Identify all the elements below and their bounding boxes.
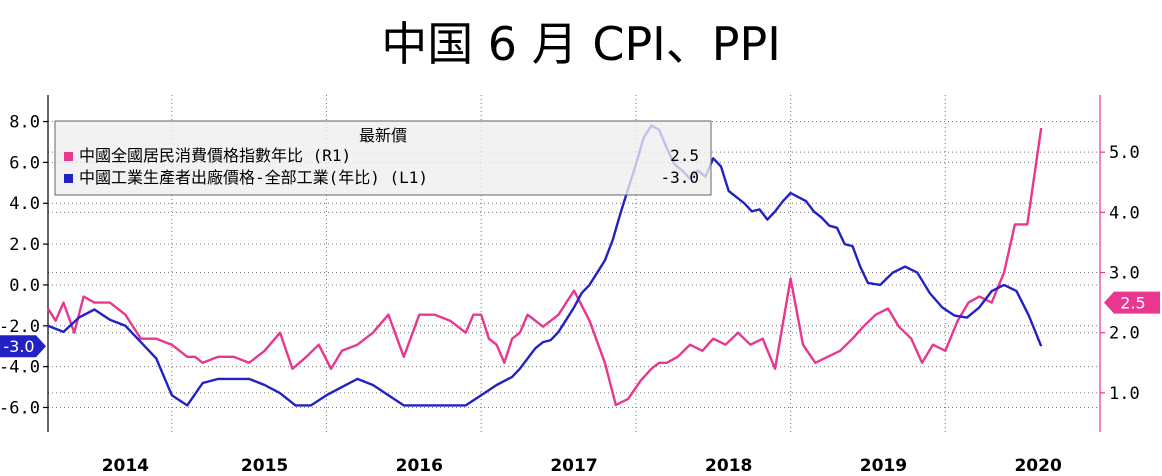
x-axis-year-label: 2015 — [241, 456, 288, 476]
right-axis-tick-label: 2.0 — [1109, 324, 1140, 344]
cpi-last-value-label: 2.5 — [1120, 294, 1145, 313]
cpi-series-line — [46, 127, 1043, 407]
x-axis-year-label: 2019 — [860, 456, 907, 476]
legend-header: 最新價 — [359, 126, 407, 145]
cpi-last-value-badge — [1104, 291, 1160, 314]
legend-swatch — [64, 174, 73, 183]
x-axis-year-label: 2018 — [705, 456, 752, 476]
legend-entry-value: 2.5 — [670, 146, 699, 165]
right-axis-tick-label: 1.0 — [1109, 384, 1140, 404]
legend-entry-label: 中國全國居民消費價格指數年比 (R1) — [79, 146, 351, 165]
left-axis-tick-label: 4.0 — [9, 194, 40, 214]
chart-title: 中国 6 月 CPI、PPI — [381, 17, 781, 71]
right-axis-tick-label: 4.0 — [1109, 203, 1140, 223]
legend-swatch — [64, 152, 73, 161]
right-axis-tick-label: 5.0 — [1109, 143, 1140, 163]
left-axis-tick-label: -4.0 — [0, 358, 40, 378]
legend-box — [54, 120, 712, 196]
left-axis-tick-label: -6.0 — [0, 398, 40, 418]
ppi-last-value-badge — [0, 335, 46, 358]
x-axis-year-label: 2016 — [396, 456, 443, 476]
left-axis-tick-label: 6.0 — [9, 153, 40, 173]
x-axis-year-label: 2020 — [1014, 456, 1061, 476]
legend-entry-label: 中國工業生產者出廠價格-全部工業(年比) (L1) — [79, 168, 428, 187]
legend-entry-value: -3.0 — [660, 168, 699, 187]
left-axis-tick-label: 2.0 — [9, 235, 40, 255]
x-axis-year-label: 2014 — [102, 456, 149, 476]
x-axis-year-label: 2017 — [550, 456, 597, 476]
axes: -6.0 -4.0 -2.0 0.0 2.0 4.0 6.0 8.0 1.0 2.0 3.0 4.0 5… — [0, 95, 1140, 476]
left-axis-tick-label: 0.0 — [9, 276, 40, 296]
last-value-badges: 2.5 -3.0 — [0, 291, 1160, 358]
left-axis-tick-label: -2.0 — [0, 317, 40, 337]
left-axis-tick-label: 8.0 — [9, 113, 40, 133]
right-axis-tick-label: 3.0 — [1109, 264, 1140, 284]
ppi-last-value-label: -3.0 — [3, 337, 34, 356]
